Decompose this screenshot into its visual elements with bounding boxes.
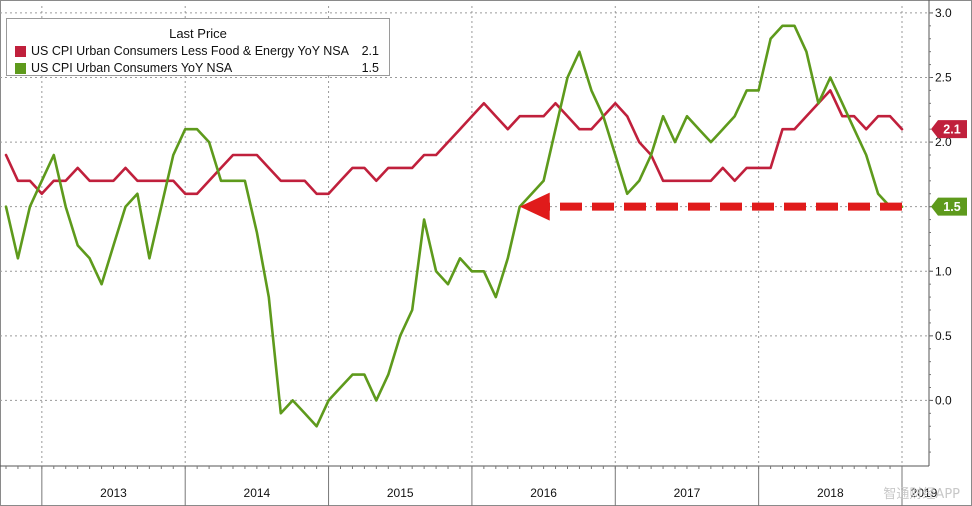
x-tick-label: 2015 bbox=[387, 486, 414, 500]
annotations bbox=[519, 192, 902, 221]
series-line-headline-cpi bbox=[4, 24, 904, 428]
grid bbox=[0, 6, 929, 466]
legend-label-headline-cpi: US CPI Urban Consumers YoY NSA bbox=[31, 61, 233, 75]
series-lines bbox=[4, 24, 904, 428]
legend-value-headline-cpi: 1.5 bbox=[361, 61, 379, 75]
legend: Last Price US CPI Urban Consumers Less F… bbox=[6, 18, 390, 76]
y-tick-label: 2.0 bbox=[935, 135, 952, 149]
y-tick-label: 1.0 bbox=[935, 264, 952, 278]
legend-item-core-cpi: US CPI Urban Consumers Less Food & Energ… bbox=[15, 43, 379, 59]
x-tick-label: 2016 bbox=[530, 486, 557, 500]
x-tick-label: 2013 bbox=[100, 486, 127, 500]
y-tick-label: 0.0 bbox=[935, 393, 952, 407]
legend-swatch-core-cpi bbox=[15, 45, 26, 57]
x-tick-label: 2018 bbox=[817, 486, 844, 500]
watermark: 智通财经APP bbox=[883, 487, 960, 502]
legend-item-headline-cpi: US CPI Urban Consumers YoY NSA 1.5 bbox=[15, 60, 379, 76]
y-tick-label: 2.5 bbox=[935, 71, 952, 85]
x-tick-label: 2014 bbox=[244, 486, 271, 500]
series-line-core-cpi bbox=[4, 89, 904, 196]
legend-swatch-headline-cpi bbox=[15, 62, 26, 74]
legend-value-core-cpi: 2.1 bbox=[361, 44, 379, 58]
y-tick-label: 0.5 bbox=[935, 329, 952, 343]
last-value-text-headline-cpi: 1.5 bbox=[943, 200, 960, 214]
x-tick-label: 2017 bbox=[674, 486, 701, 500]
last-value-text-core-cpi: 2.1 bbox=[943, 123, 960, 137]
last-value-labels: 2.1 1.5 bbox=[931, 120, 967, 216]
legend-title: Last Price bbox=[169, 26, 227, 41]
last-value-tag-core-cpi bbox=[931, 120, 967, 139]
y-tick-label: 3.0 bbox=[935, 6, 952, 20]
axes: 0.0 0.5 1.0 1.5 2.0 2.5 3.0 2013 2014 2015 2016 201… bbox=[0, 0, 952, 506]
last-value-tag-headline-cpi bbox=[931, 197, 967, 216]
x-tick-label: 2019 bbox=[911, 486, 938, 500]
dashed-arrow-head bbox=[519, 192, 550, 221]
legend-label-core-cpi: US CPI Urban Consumers Less Food & Energ… bbox=[31, 44, 349, 58]
